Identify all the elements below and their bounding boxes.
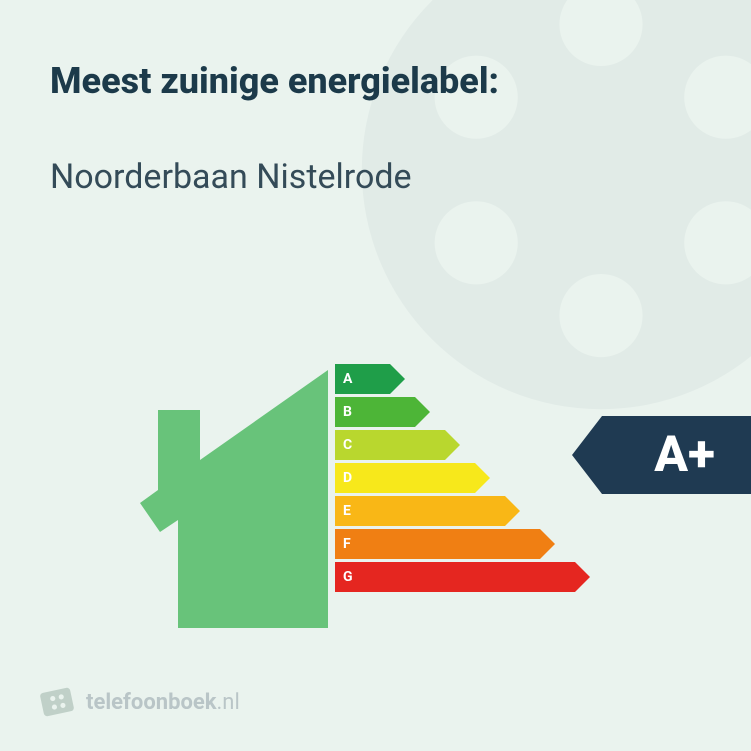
footer-brand: telefoonboek.nl <box>40 685 240 719</box>
card-content: Meest zuinige energielabel: Noorderbaan … <box>0 0 751 197</box>
energy-bar-letter: D <box>343 470 352 486</box>
energy-bar-arrow-icon <box>540 529 555 559</box>
phonebook-icon <box>40 685 74 719</box>
energy-bar-letter: F <box>343 536 351 552</box>
energy-bar-arrow-icon <box>475 463 490 493</box>
energy-bar: G <box>335 562 575 592</box>
energy-bar-letter: B <box>343 404 352 420</box>
energy-bar: F <box>335 529 540 559</box>
footer-brand-text: telefoonboek.nl <box>86 690 240 715</box>
energy-bar-row: B <box>335 397 575 427</box>
energy-bar-row: F <box>335 529 575 559</box>
energy-bar-row: C <box>335 430 575 460</box>
energy-bar-letter: A <box>343 371 352 387</box>
house-icon <box>140 370 330 630</box>
footer-brand-bold: telefoonboek <box>86 690 217 715</box>
energy-bar: C <box>335 430 445 460</box>
card-subtitle: Noorderbaan Nistelrode <box>50 157 701 197</box>
energy-bars: A B C D E F G <box>335 364 575 595</box>
energy-bar: A <box>335 364 390 394</box>
rating-badge-text: A+ <box>654 426 715 484</box>
energy-bar: D <box>335 463 475 493</box>
rating-badge-arrow-icon <box>572 416 602 494</box>
card-title: Meest zuinige energielabel: <box>50 60 701 102</box>
energy-bar-arrow-icon <box>415 397 430 427</box>
energy-bar: E <box>335 496 505 526</box>
house-shape <box>140 370 328 628</box>
energy-bar-arrow-icon <box>505 496 520 526</box>
energy-bar-letter: C <box>343 437 352 453</box>
energy-bar-arrow-icon <box>445 430 460 460</box>
energy-bar: B <box>335 397 415 427</box>
energy-bar-arrow-icon <box>575 562 590 592</box>
energy-bar-row: G <box>335 562 575 592</box>
energy-bar-row: A <box>335 364 575 394</box>
footer-brand-thin: .nl <box>217 690 240 715</box>
rating-badge: A+ <box>602 416 751 494</box>
energy-bar-arrow-icon <box>390 364 405 394</box>
energy-bar-row: E <box>335 496 575 526</box>
energy-bar-letter: E <box>343 503 351 519</box>
energy-bar-letter: G <box>343 569 353 585</box>
energy-bar-row: D <box>335 463 575 493</box>
energy-label-graphic: A B C D E F G <box>145 360 615 640</box>
